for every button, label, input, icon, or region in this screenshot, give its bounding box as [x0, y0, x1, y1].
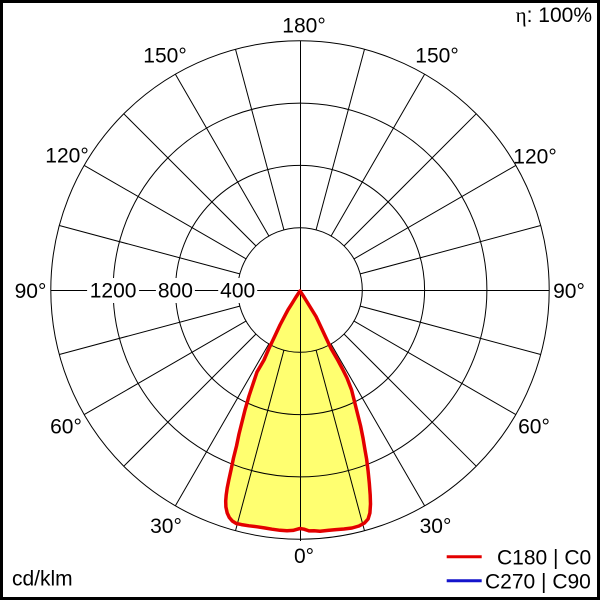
- svg-text:150°: 150°: [143, 45, 186, 68]
- svg-text:150°: 150°: [415, 45, 458, 68]
- svg-text:120°: 120°: [513, 146, 556, 169]
- svg-text:180°: 180°: [282, 15, 325, 38]
- svg-text:η: 100%: η: 100%: [516, 3, 592, 27]
- svg-text:1200: 1200: [90, 280, 137, 303]
- svg-text:90°: 90°: [553, 280, 585, 303]
- svg-text:800: 800: [158, 280, 193, 303]
- svg-text:30°: 30°: [150, 515, 182, 538]
- svg-text:C180 | C0: C180 | C0: [497, 547, 591, 570]
- svg-text:30°: 30°: [420, 515, 452, 538]
- svg-text:60°: 60°: [50, 415, 82, 438]
- svg-text:0°: 0°: [294, 545, 314, 568]
- svg-text:400: 400: [220, 280, 255, 303]
- svg-text:C270 | C90: C270 | C90: [485, 571, 591, 594]
- svg-text:90°: 90°: [15, 280, 47, 303]
- svg-text:60°: 60°: [518, 415, 550, 438]
- svg-text:120°: 120°: [45, 145, 88, 168]
- svg-text:cd/klm: cd/klm: [12, 568, 73, 591]
